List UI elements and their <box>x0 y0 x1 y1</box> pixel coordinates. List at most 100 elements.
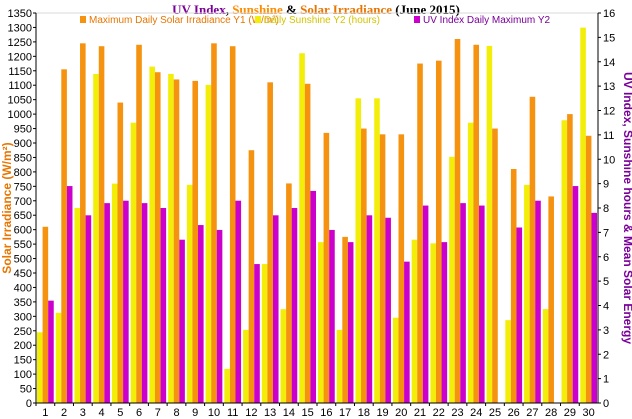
bar-maximum-daily-solar-irradiance-y1-w-m-28 <box>548 196 554 403</box>
bar-uv-index-daily-maximum-y2-5 <box>123 200 129 403</box>
bar-daily-sunshine-y2-hours-9 <box>186 184 193 403</box>
y-left-tick-label: 450 <box>14 268 32 280</box>
bar-maximum-daily-solar-irradiance-y1-w-m-5 <box>117 102 124 403</box>
y-left-tick-label: 650 <box>14 210 32 222</box>
bar-daily-sunshine-y2-hours-20 <box>392 317 399 403</box>
bar-uv-index-daily-maximum-y2-14 <box>291 208 298 403</box>
y-left-tick-label: 100 <box>14 369 32 381</box>
bar-uv-index-daily-maximum-y2-20 <box>404 261 410 404</box>
bar-daily-sunshine-y2-hours-22 <box>430 243 436 403</box>
bar-maximum-daily-solar-irradiance-y1-w-m-1 <box>42 226 49 403</box>
y-left-tick-label: 1350 <box>8 8 32 20</box>
y-left-tick-label: 400 <box>14 282 32 294</box>
y-right-tick-label: 0 <box>603 398 609 410</box>
x-tick-label: 23 <box>451 407 463 419</box>
bar-uv-index-daily-maximum-y2-24 <box>479 205 485 403</box>
bar-daily-sunshine-y2-hours-11 <box>224 368 230 404</box>
x-tick-label: 3 <box>80 407 86 419</box>
x-tick-label: 30 <box>583 407 595 419</box>
y-right-tick-label: 10 <box>603 154 615 166</box>
x-tick-label: 16 <box>320 407 332 419</box>
bar-daily-sunshine-y2-hours-23 <box>449 156 455 403</box>
bar-uv-index-daily-maximum-y2-29 <box>572 186 579 403</box>
x-tick-label: 12 <box>245 407 257 419</box>
bars-group <box>37 27 597 404</box>
y-left-tick-label: 700 <box>14 196 32 208</box>
x-tick-label: 13 <box>264 407 276 419</box>
bar-daily-sunshine-y2-hours-13 <box>261 264 268 403</box>
bar-daily-sunshine-y2-hours-2 <box>55 312 62 403</box>
y-right-tick-label: 3 <box>603 325 609 337</box>
bar-maximum-daily-solar-irradiance-y1-w-m-30 <box>585 135 592 403</box>
bar-maximum-daily-solar-irradiance-y1-w-m-20 <box>398 134 405 403</box>
y-left-tick-label: 1000 <box>8 109 32 121</box>
bar-daily-sunshine-y2-hours-3 <box>74 208 81 403</box>
bar-uv-index-daily-maximum-y2-3 <box>85 215 92 403</box>
y-right-tick-label: 2 <box>603 349 609 361</box>
y-right-tick-label: 1 <box>603 374 609 386</box>
bar-uv-index-daily-maximum-y2-30 <box>591 212 597 404</box>
x-tick-label: 7 <box>155 407 161 419</box>
x-tick-label: 6 <box>136 407 142 419</box>
x-tick-label: 28 <box>545 407 557 419</box>
bar-daily-sunshine-y2-hours-19 <box>374 98 380 403</box>
x-tick-label: 10 <box>208 407 220 419</box>
x-tick-label: 17 <box>339 407 351 419</box>
bar-maximum-daily-solar-irradiance-y1-w-m-19 <box>379 134 386 403</box>
bar-maximum-daily-solar-irradiance-y1-w-m-12 <box>248 150 255 403</box>
x-tick-label: 5 <box>117 407 123 419</box>
x-tick-label: 29 <box>564 407 576 419</box>
bar-uv-index-daily-maximum-y2-8 <box>179 239 185 403</box>
y-left-tick-label: 1150 <box>8 66 32 78</box>
x-tick-label: 9 <box>192 407 198 419</box>
bar-daily-sunshine-y2-hours-16 <box>318 242 324 404</box>
x-tick-label: 19 <box>376 407 388 419</box>
x-tick-label: 18 <box>358 407 370 419</box>
y-right-tick-label: 14 <box>603 57 615 69</box>
bar-daily-sunshine-y2-hours-7 <box>149 66 155 404</box>
bar-daily-sunshine-y2-hours-1 <box>37 332 43 403</box>
bar-maximum-daily-solar-irradiance-y1-w-m-22 <box>435 60 442 404</box>
y-left-tick-label: 600 <box>14 225 32 237</box>
legend-label: UV Index Daily Maximum Y2 <box>423 15 551 26</box>
bar-maximum-daily-solar-irradiance-y1-w-m-15 <box>304 83 311 403</box>
bar-uv-index-daily-maximum-y2-16 <box>329 229 335 403</box>
x-tick-label: 1 <box>42 407 48 419</box>
legend-label: Daily Sunshine Y2 (hours) <box>264 15 380 26</box>
bar-maximum-daily-solar-irradiance-y1-w-m-7 <box>154 72 161 403</box>
y-right-tick-label: 16 <box>603 8 615 20</box>
y-right-tick-label: 15 <box>603 32 615 44</box>
y-left-tick-label: 1250 <box>8 37 32 49</box>
bar-uv-index-daily-maximum-y2-18 <box>366 215 373 403</box>
bar-uv-index-daily-maximum-y2-7 <box>160 208 167 403</box>
axes-group: 0501001502002503003504004505005506006507… <box>8 8 616 419</box>
bar-maximum-daily-solar-irradiance-y1-w-m-8 <box>173 79 180 403</box>
bar-maximum-daily-solar-irradiance-y1-w-m-3 <box>80 43 86 403</box>
bar-uv-index-daily-maximum-y2-9 <box>198 225 204 403</box>
bar-daily-sunshine-y2-hours-17 <box>336 329 343 404</box>
y-left-tick-label: 900 <box>14 138 32 150</box>
bar-maximum-daily-solar-irradiance-y1-w-m-2 <box>61 69 67 403</box>
bar-uv-index-daily-maximum-y2-4 <box>104 203 110 403</box>
bar-uv-index-daily-maximum-y2-11 <box>235 200 242 403</box>
x-tick-label: 22 <box>433 407 445 419</box>
bar-maximum-daily-solar-irradiance-y1-w-m-4 <box>98 46 105 403</box>
y-left-tick-label: 1050 <box>8 95 32 107</box>
y-left-tick-label: 150 <box>14 355 32 367</box>
bar-uv-index-daily-maximum-y2-17 <box>347 242 354 404</box>
bar-uv-index-daily-maximum-y2-10 <box>216 229 223 403</box>
y-left-tick-label: 950 <box>14 124 32 136</box>
legend-label: Maximum Daily Solar Irradiance Y1 (W/m²) <box>89 15 279 26</box>
y-left-tick-label: 250 <box>14 326 32 338</box>
bar-maximum-daily-solar-irradiance-y1-w-m-24 <box>473 44 480 403</box>
y-right-tick-label: 6 <box>603 252 609 264</box>
legend-swatch <box>80 16 86 23</box>
y-left-tick-label: 1200 <box>8 51 32 63</box>
y-left-tick-label: 0 <box>26 398 32 410</box>
bar-maximum-daily-solar-irradiance-y1-w-m-9 <box>192 80 199 403</box>
bar-uv-index-daily-maximum-y2-22 <box>441 242 448 404</box>
x-tick-label: 15 <box>302 407 314 419</box>
y-left-tick-label: 500 <box>14 254 32 266</box>
bar-daily-sunshine-y2-hours-10 <box>205 84 212 403</box>
y-left-tick-label: 750 <box>14 181 32 193</box>
